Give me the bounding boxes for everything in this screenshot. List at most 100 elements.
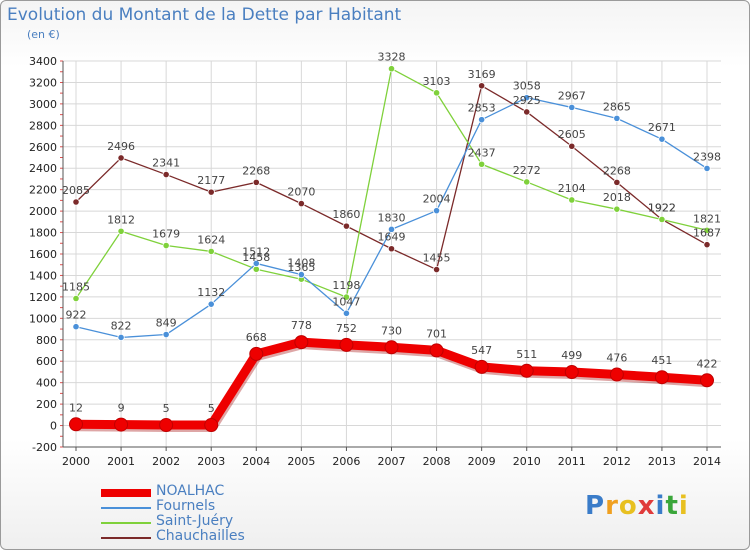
data-point <box>72 323 80 331</box>
data-label: 1821 <box>693 212 721 225</box>
data-point <box>700 373 714 388</box>
data-label: 2070 <box>287 186 315 199</box>
data-point <box>523 178 531 186</box>
logo-letter: t <box>665 491 679 521</box>
y-tick-label: 1600 <box>29 248 57 261</box>
chart-title: Evolution du Montant de la Dette par Hab… <box>7 5 402 25</box>
y-tick-label: 1800 <box>29 227 57 240</box>
data-label: 1512 <box>242 245 270 258</box>
data-point <box>432 207 441 215</box>
data-label: 1455 <box>423 252 451 265</box>
data-label: 547 <box>471 344 492 357</box>
data-label: 1812 <box>107 213 135 226</box>
x-tick-label: 2009 <box>468 455 496 468</box>
data-label: 2085 <box>62 184 90 197</box>
y-tick-label: 600 <box>36 355 57 368</box>
data-label: 2341 <box>152 157 180 170</box>
data-point <box>474 359 489 374</box>
data-point <box>339 337 354 352</box>
x-tick-label: 2008 <box>423 455 451 468</box>
x-tick-label: 2010 <box>513 455 541 468</box>
data-point <box>297 270 305 279</box>
data-label: 2104 <box>558 182 586 195</box>
data-point <box>114 417 129 432</box>
y-tick-label: -200 <box>32 441 57 454</box>
data-point <box>117 333 125 342</box>
y-tick-label: 1200 <box>29 291 57 304</box>
logo-letter: o <box>618 491 638 521</box>
y-tick-label: 2600 <box>29 141 57 154</box>
data-label: 12 <box>69 401 83 414</box>
data-label: 1922 <box>648 201 676 214</box>
data-label: 3058 <box>513 80 541 93</box>
data-label: 849 <box>156 317 177 330</box>
data-label: 922 <box>66 309 87 322</box>
data-point <box>162 170 170 179</box>
legend-swatch <box>101 522 151 524</box>
y-tick-label: 1000 <box>29 312 57 325</box>
y-tick-label: 200 <box>36 398 57 411</box>
data-label: 3328 <box>378 51 406 64</box>
data-label: 701 <box>426 327 447 340</box>
y-tick-label: 2400 <box>29 162 57 175</box>
legend-item: Saint-Juéry <box>101 513 361 530</box>
y-tick-label: 800 <box>36 334 57 347</box>
data-label: 2398 <box>693 150 721 163</box>
data-point <box>69 417 83 432</box>
data-label: 2268 <box>242 164 270 177</box>
y-tick-label: 0 <box>50 420 57 433</box>
data-label: 3169 <box>468 68 496 81</box>
data-point <box>252 259 260 268</box>
data-label: 1687 <box>693 227 721 240</box>
logo-letter: P <box>585 491 606 521</box>
data-point <box>387 65 396 73</box>
data-label: 499 <box>561 349 582 362</box>
data-label: 2437 <box>468 146 496 159</box>
data-label: 2671 <box>648 121 676 134</box>
data-label: 1365 <box>287 261 315 274</box>
x-tick-label: 2014 <box>693 455 721 468</box>
data-point <box>342 222 351 230</box>
data-label: 511 <box>516 348 537 361</box>
y-tick-label: 2800 <box>29 119 57 132</box>
proxiti-logo: Proxiti <box>585 491 689 521</box>
data-label: 5 <box>163 402 170 415</box>
x-tick-label: 2000 <box>62 455 90 468</box>
data-label: 451 <box>651 354 672 367</box>
y-tick-label: 2000 <box>29 205 57 218</box>
data-label: 1624 <box>197 233 225 246</box>
data-point <box>568 142 576 150</box>
data-label: 2853 <box>468 102 496 115</box>
data-point <box>519 363 534 378</box>
data-point <box>162 330 170 339</box>
data-point <box>207 300 215 308</box>
data-point <box>117 154 125 162</box>
legend-swatch <box>101 507 151 509</box>
data-point <box>523 108 531 116</box>
data-label: 1132 <box>197 286 225 299</box>
data-label: 5 <box>208 402 215 415</box>
data-label: 2268 <box>603 164 631 177</box>
x-tick-label: 2002 <box>152 455 180 468</box>
x-tick-label: 2001 <box>107 455 135 468</box>
data-point <box>564 365 579 380</box>
data-point <box>523 94 531 102</box>
logo-letter: i <box>655 491 666 521</box>
x-tick-label: 2004 <box>242 455 270 468</box>
data-label: 476 <box>606 352 627 365</box>
data-point <box>249 346 264 361</box>
data-label: 2925 <box>513 94 541 107</box>
data-point <box>429 343 444 358</box>
data-label: 2496 <box>107 140 135 153</box>
logo-letter: r <box>605 491 619 521</box>
legend-label: Chauchailles <box>156 528 245 544</box>
data-point <box>654 370 669 385</box>
data-label: 2018 <box>603 191 631 204</box>
data-point <box>478 160 486 168</box>
data-point <box>162 241 170 250</box>
data-label: 668 <box>246 331 267 344</box>
data-label: 2272 <box>513 164 541 177</box>
data-label: 1830 <box>378 211 406 224</box>
